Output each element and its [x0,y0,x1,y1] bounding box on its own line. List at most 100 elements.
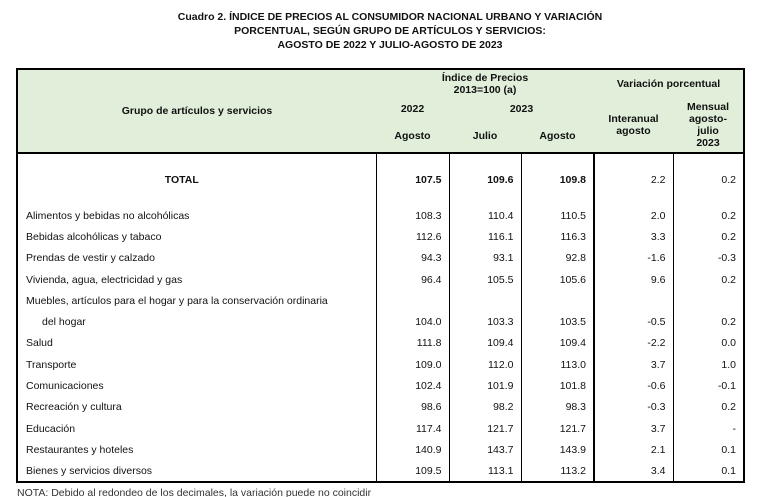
row-label: Recreación y cultura [26,401,122,414]
cell-value: 113.0 [520,354,594,376]
cell-value: 2.0 [593,205,673,227]
cell-value: 113.1 [448,460,521,482]
cell-value: 112.6 [375,226,449,248]
row-label-total: TOTAL [164,173,199,186]
cell-total-2022-agosto: 107.5 [375,153,449,205]
title-line-2: PORCENTUAL, SEGÚN GRUPO DE ARTÍCULOS Y S… [234,25,546,37]
cell-value: 140.9 [375,439,449,461]
header-agosto-2022: Agosto [376,119,449,153]
row-label: Bienes y servicios diversos [26,464,153,477]
table-title: Cuadro 2. ÍNDICE DE PRECIOS AL CONSUMIDO… [0,10,780,52]
header-year-2023: 2023 [449,98,594,119]
header-agosto-2023: Agosto [521,119,594,153]
cell-total-mensual: 0.2 [672,153,745,205]
table-row: Educación 117.4 121.7 121.7 3.7 - [17,417,745,440]
cell-value [375,290,449,312]
row-label: Alimentos y bebidas no alcohólicas [26,209,190,222]
cell-value: 98.3 [520,396,594,418]
cell-value: 3.7 [593,354,673,376]
cell-value: 109.4 [520,332,594,355]
cell-value: 108.3 [375,205,449,227]
table-row: Transporte 109.0 112.0 113.0 3.7 1.0 [17,354,745,376]
title-line-3: AGOSTO DE 2022 Y JULIO-AGOSTO DE 2023 [277,39,503,51]
cell-value: 0.2 [672,268,745,291]
header-year-2022: 2022 [376,98,449,119]
row-label: Prendas de vestir y calzado [26,252,155,265]
cell-value: 143.7 [448,439,521,461]
cell-value: 0.0 [672,332,745,355]
cell-value: 98.6 [375,396,449,418]
cell-value: 102.4 [375,375,449,397]
cell-total-2023-julio: 109.6 [448,153,521,205]
cell-value: 101.8 [520,375,594,397]
cell-value: 103.5 [520,311,594,333]
header-julio-2023: Julio [449,119,521,153]
cell-total-interanual: 2.2 [593,153,673,205]
row-label: Transporte [26,358,77,371]
table-body: TOTAL 107.5 109.6 109.8 2.2 0.2 Alimento… [17,153,745,482]
cell-value: - [672,417,745,440]
cell-value: 98.2 [448,396,521,418]
cell-value: 105.6 [520,268,594,291]
cell-value: -0.1 [672,375,745,397]
cell-value: 96.4 [375,268,449,291]
cell-value: -0.3 [593,396,673,418]
table-row: del hogar 104.0 103.3 103.5 -0.5 0.2 [17,311,745,333]
cell-value: -2.2 [593,332,673,355]
cell-value: -0.3 [672,247,745,269]
header-mensual-agosto-julio: Mensual agosto- julio 2023 [673,98,745,153]
cell-value: 0.2 [672,226,745,248]
cell-value: 113.2 [520,460,594,482]
cell-value: 105.5 [448,268,521,291]
table-row: Restaurantes y hoteles 140.9 143.7 143.9… [17,439,745,461]
cell-value: 112.0 [448,354,521,376]
cell-value: 110.5 [520,205,594,227]
cell-value: 109.4 [448,332,521,355]
cell-value: 3.4 [593,460,673,482]
cell-value: 101.9 [448,375,521,397]
cell-value: -0.6 [593,375,673,397]
cell-value: 94.3 [375,247,449,269]
cell-value: 143.9 [520,439,594,461]
cell-value [672,290,745,312]
row-label: Vivienda, agua, electricidad y gas [26,273,183,286]
cell-value: 92.8 [520,247,594,269]
row-label: Muebles, artículos para el hogar y para … [26,294,328,307]
table-row: Alimentos y bebidas no alcohólicas 108.3… [17,205,745,227]
row-label: Restaurantes y hoteles [26,443,134,456]
table-row-total: TOTAL 107.5 109.6 109.8 2.2 0.2 [17,153,745,205]
table-header: Grupo de artículos y servicios Índice de… [17,69,745,153]
table-row: Comunicaciones 102.4 101.9 101.8 -0.6 -0… [17,375,745,397]
row-label: Comunicaciones [26,380,104,393]
cell-value: 0.2 [672,205,745,227]
table-footnote: NOTA: Debido al redondeo de los decimale… [17,487,372,497]
cell-value: 103.3 [448,311,521,333]
cell-value: 3.3 [593,226,673,248]
table-row: Vivienda, agua, electricidad y gas 96.4 … [17,268,745,291]
table-row: Salud 111.8 109.4 109.4 -2.2 0.0 [17,332,745,355]
row-label: Salud [26,337,53,350]
row-label: Educación [26,422,76,435]
cpi-table: Grupo de artículos y servicios Índice de… [16,68,746,483]
cell-value: 93.1 [448,247,521,269]
table-row: Recreación y cultura 98.6 98.2 98.3 -0.3… [17,396,745,418]
cell-value [448,290,521,312]
row-label: Bebidas alcohólicas y tabaco [26,230,162,243]
header-variacion-porcentual: Variación porcentual [594,69,745,98]
cell-value: 3.7 [593,417,673,440]
cell-value: 0.1 [672,439,745,461]
cell-value: -1.6 [593,247,673,269]
cell-value [520,290,594,312]
cell-value [593,290,673,312]
cell-value: 9.6 [593,268,673,291]
cell-value: 116.1 [448,226,521,248]
cell-value: 0.1 [672,460,745,482]
cell-value: 2.1 [593,439,673,461]
table-row: Bebidas alcohólicas y tabaco 112.6 116.1… [17,226,745,248]
header-interanual-agosto: Interanual agosto [594,98,673,153]
cell-value: 121.7 [448,417,521,440]
cell-value: 121.7 [520,417,594,440]
cpi-table-container: Grupo de artículos y servicios Índice de… [16,68,746,483]
cell-value: 0.2 [672,396,745,418]
